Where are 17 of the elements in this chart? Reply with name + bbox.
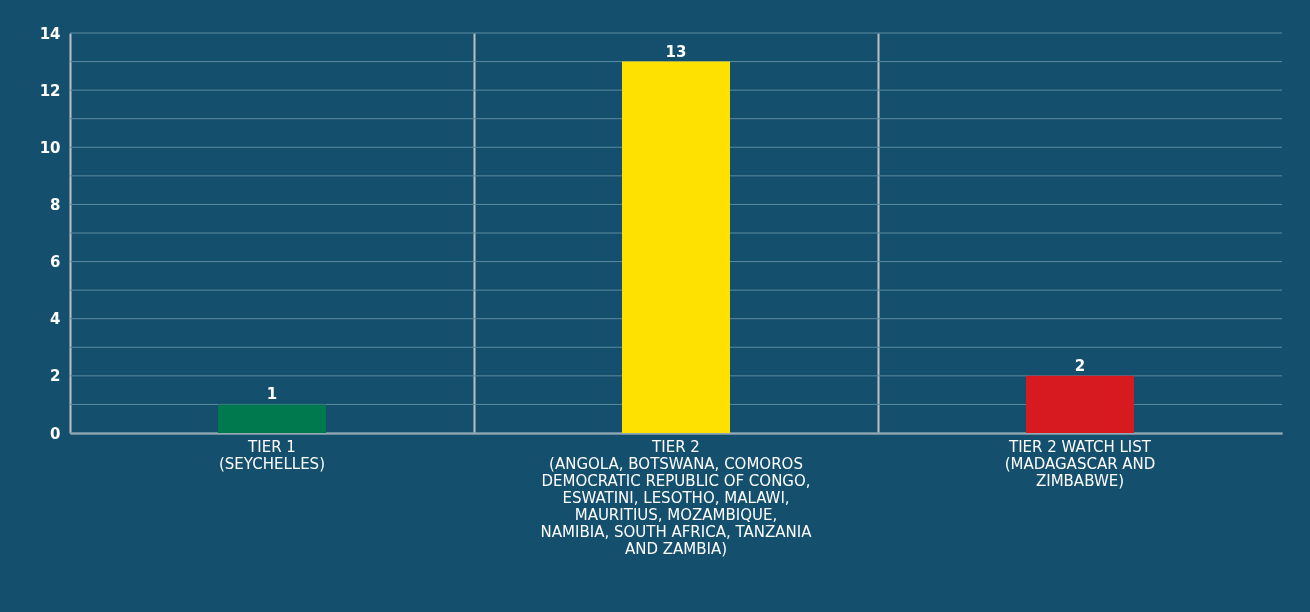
x-tick-label: TIER 2 (ANGOLA, BOTSWANA, COMOROS DEMOCRATIC REPUBLIC OF CONGO, ESWATINI, LESOTHO, MALAWI, MAURITIUS, MOZAMBIQUE, NAMIBIA, SOUTH AFRICA, TANZANIA AND ZAMBIA) xyxy=(540,437,813,558)
y-tick-label: 8 xyxy=(50,195,61,214)
x-tick-label: TIER 1 (SEYCHELLES) xyxy=(219,437,325,473)
data-label: 2 xyxy=(1074,356,1086,375)
y-tick-label: 6 xyxy=(50,253,61,272)
bar xyxy=(218,404,326,433)
bar xyxy=(622,61,730,433)
y-tick-label: 14 xyxy=(39,24,61,43)
y-tick-label: 12 xyxy=(39,81,61,100)
y-tick-label: 4 xyxy=(50,310,61,329)
bar xyxy=(1026,375,1134,433)
data-label: 1 xyxy=(266,385,278,404)
y-tick-label: 10 xyxy=(39,138,61,157)
y-tick-label: 0 xyxy=(50,424,61,443)
data-label: 13 xyxy=(665,42,687,61)
x-tick-label: TIER 2 WATCH LIST (MADAGASCAR AND ZIMBABWE) xyxy=(1004,437,1156,490)
y-tick-label: 2 xyxy=(50,367,61,386)
